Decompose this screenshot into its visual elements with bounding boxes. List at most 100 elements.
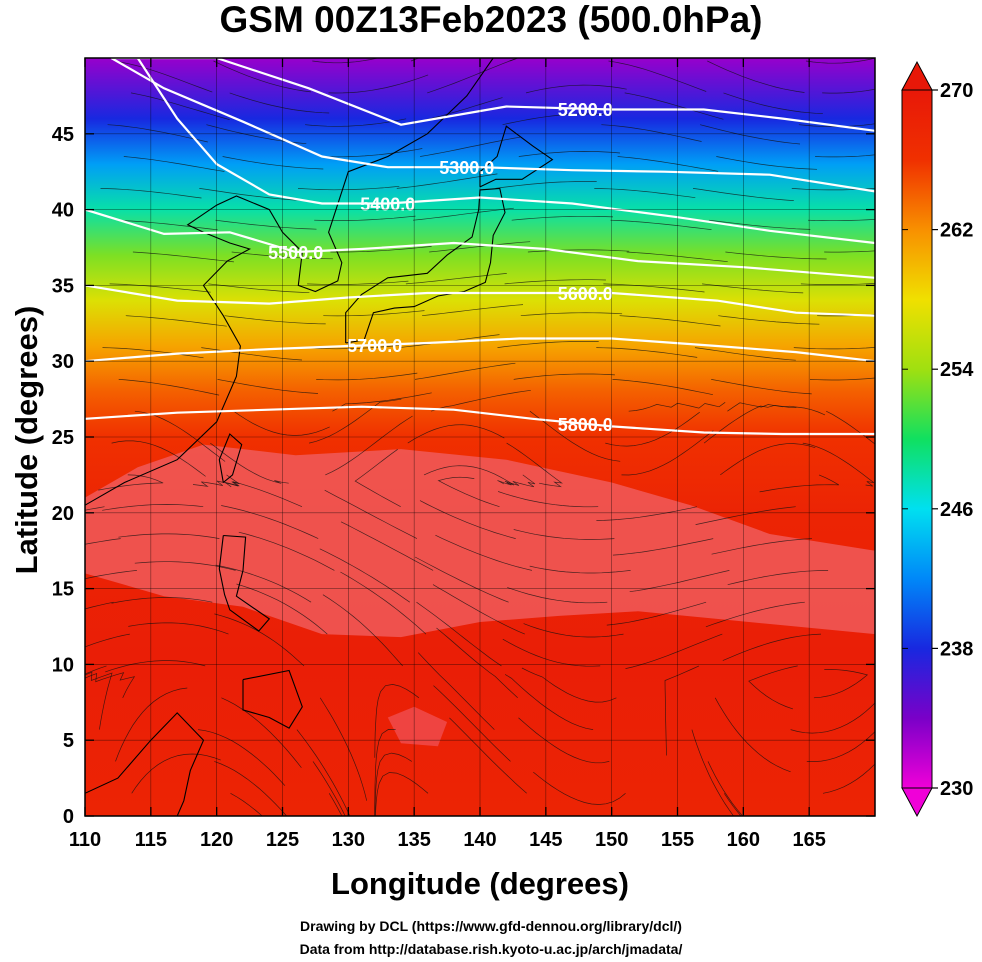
contour-line-5 xyxy=(85,337,875,363)
colorbar-max-triangle xyxy=(901,60,933,91)
streamline-160 xyxy=(123,156,225,172)
streamline-54 xyxy=(606,601,707,626)
y-tick-label-4: 20 xyxy=(52,503,74,525)
colorbar-label-0: 230 xyxy=(940,778,973,800)
streamline-119 xyxy=(793,347,875,350)
contour-line-1 xyxy=(110,58,875,193)
streamline-51 xyxy=(319,548,410,603)
streamline-63 xyxy=(727,570,829,586)
streamline-5 xyxy=(533,771,626,805)
streamline-58 xyxy=(238,531,335,571)
streamline-146 xyxy=(314,215,416,221)
streamline-72 xyxy=(85,506,105,511)
streamline-60 xyxy=(435,534,532,571)
streamline-151 xyxy=(807,219,875,222)
streamline-62 xyxy=(629,570,730,593)
streamline-15 xyxy=(806,730,875,762)
streamline-108 xyxy=(513,373,615,380)
streamline-187 xyxy=(410,58,420,62)
contour-label-4: 5600.0 xyxy=(558,284,613,304)
streamline-4 xyxy=(449,717,527,794)
x-tick-label-4: 130 xyxy=(332,829,365,851)
streamline-19 xyxy=(374,729,396,816)
contour-line-0 xyxy=(111,58,875,132)
streamline-136 xyxy=(132,251,234,263)
streamline-18 xyxy=(296,729,351,816)
streamline-138 xyxy=(330,246,432,253)
streamline-27 xyxy=(374,684,420,758)
streamline-180 xyxy=(525,84,627,94)
streamline-161 xyxy=(222,156,324,170)
streamline-44 xyxy=(432,584,525,635)
streamline-43 xyxy=(340,571,427,635)
streamline-157 xyxy=(594,188,696,199)
credit-data: Data from http://database.rish.kyoto-u.a… xyxy=(299,941,683,957)
streamline-80 xyxy=(98,474,164,491)
streamline-134 xyxy=(702,283,804,294)
streamline-172 xyxy=(502,113,604,126)
streamline-90 xyxy=(309,398,402,444)
geopotential-contours: 5200.0 5300.0 5400.0 5500.0 5600.0 5700.0 5800… xyxy=(85,58,875,436)
credit-drawing: Drawing by DCL (https://www.gfd-dennou.o… xyxy=(300,918,682,934)
streamline-13 xyxy=(518,717,610,764)
streamline-41 xyxy=(128,622,229,635)
x-tick-label-11: 165 xyxy=(792,829,825,851)
x-tick-label-2: 120 xyxy=(200,829,233,851)
coast-borneo xyxy=(85,712,205,816)
streamline-140 xyxy=(527,249,630,253)
colorbar-min-triangle xyxy=(901,787,933,818)
streamline-42 xyxy=(236,583,328,635)
streamline-9 xyxy=(214,761,288,816)
streamline-174 xyxy=(700,124,801,145)
streamline-2 xyxy=(328,793,343,816)
streamline-61 xyxy=(529,565,631,574)
y-tick-label-2: 10 xyxy=(52,654,74,676)
streamline-52 xyxy=(414,556,509,603)
wind-streamlines xyxy=(85,58,875,816)
streamline-120 xyxy=(125,315,227,327)
streamline-117 xyxy=(596,347,698,358)
streamline-118 xyxy=(694,347,796,361)
contour-label-2: 5400.0 xyxy=(360,195,415,215)
streamline-133 xyxy=(603,283,705,293)
streamline-177 xyxy=(229,92,330,114)
x-tick-label-7: 145 xyxy=(529,829,562,851)
streamline-6 xyxy=(723,793,742,816)
streamline-99 xyxy=(431,389,531,412)
streamline-165 xyxy=(617,156,719,172)
streamline-189 xyxy=(608,60,707,92)
coast-mindanao xyxy=(242,669,303,729)
streamline-48 xyxy=(85,601,114,610)
streamline-185 xyxy=(213,60,311,93)
streamline-83 xyxy=(423,465,515,486)
streamline-87 xyxy=(759,474,840,493)
streamline-64 xyxy=(85,538,121,545)
x-tick-label-0: 110 xyxy=(69,829,101,851)
x-tick-label-8: 150 xyxy=(595,829,628,851)
y-tick-label-3: 15 xyxy=(52,579,74,601)
streamline-26 xyxy=(319,697,368,801)
streamline-123 xyxy=(422,304,524,317)
streamline-20 xyxy=(417,652,495,730)
streamline-49 xyxy=(111,597,213,604)
x-tick-label-9: 155 xyxy=(661,829,694,851)
streamline-182 xyxy=(723,92,823,115)
streamline-107 xyxy=(414,362,516,380)
y-tick-label-0: 0 xyxy=(63,806,74,828)
coast-japan xyxy=(345,187,506,344)
streamline-33 xyxy=(105,660,206,673)
streamline-155 xyxy=(396,173,498,189)
streamline-126 xyxy=(718,315,820,325)
streamline-68 xyxy=(419,500,516,539)
streamline-14 xyxy=(707,761,744,816)
contour-label-0: 5200.0 xyxy=(558,100,613,120)
streamline-179 xyxy=(427,58,519,94)
colorbar-label-4: 262 xyxy=(940,220,973,242)
streamline-149 xyxy=(610,219,712,230)
streamline-53 xyxy=(507,587,608,604)
streamline-176 xyxy=(130,92,230,120)
streamline-121 xyxy=(224,315,326,325)
streamline-153 xyxy=(199,188,301,201)
streamline-145 xyxy=(215,219,317,230)
streamline-181 xyxy=(624,92,724,120)
